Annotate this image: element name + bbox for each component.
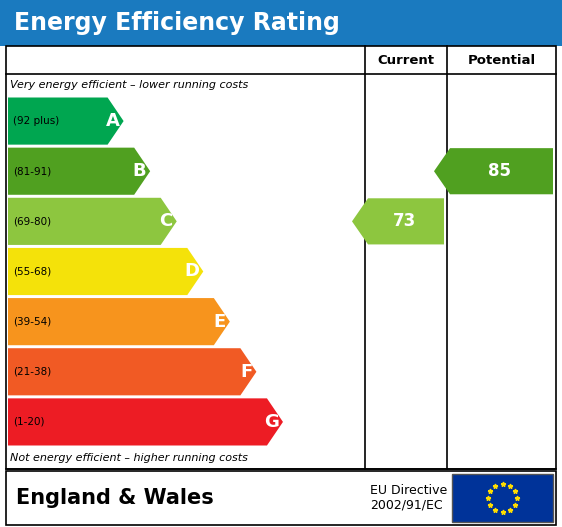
Text: 85: 85 (488, 162, 511, 180)
Text: F: F (240, 363, 252, 381)
Text: E: E (214, 313, 226, 330)
Text: (55-68): (55-68) (13, 267, 51, 277)
Text: Energy Efficiency Rating: Energy Efficiency Rating (14, 11, 340, 35)
Text: B: B (133, 162, 146, 180)
Bar (452, 474, 553, 522)
Polygon shape (8, 198, 176, 245)
Polygon shape (8, 298, 230, 345)
Polygon shape (8, 148, 150, 195)
Text: Potential: Potential (468, 54, 536, 66)
Polygon shape (434, 148, 553, 194)
Text: (81-91): (81-91) (13, 166, 51, 176)
Text: 2002/91/EC: 2002/91/EC (370, 499, 443, 512)
Polygon shape (8, 348, 256, 395)
Text: EU Directive: EU Directive (370, 484, 447, 497)
Text: (92 plus): (92 plus) (13, 116, 59, 126)
Bar (6, 46, 556, 469)
Text: C: C (160, 212, 173, 230)
Text: Very energy efficient – lower running costs: Very energy efficient – lower running co… (10, 80, 248, 90)
Polygon shape (8, 248, 203, 295)
Text: G: G (264, 413, 279, 431)
Bar (6, 471, 556, 525)
Text: (39-54): (39-54) (13, 317, 51, 327)
Polygon shape (352, 198, 444, 245)
Text: Current: Current (378, 54, 434, 66)
Text: (69-80): (69-80) (13, 217, 51, 227)
Text: 73: 73 (392, 212, 416, 230)
Text: (1-20): (1-20) (13, 417, 44, 427)
Polygon shape (8, 398, 283, 445)
Text: D: D (184, 262, 200, 280)
Text: A: A (106, 112, 120, 130)
Text: England & Wales: England & Wales (16, 488, 214, 508)
Bar (0, 0, 562, 46)
Polygon shape (8, 97, 124, 144)
Text: (21-38): (21-38) (13, 367, 51, 377)
Text: Not energy efficient – higher running costs: Not energy efficient – higher running co… (10, 453, 248, 463)
